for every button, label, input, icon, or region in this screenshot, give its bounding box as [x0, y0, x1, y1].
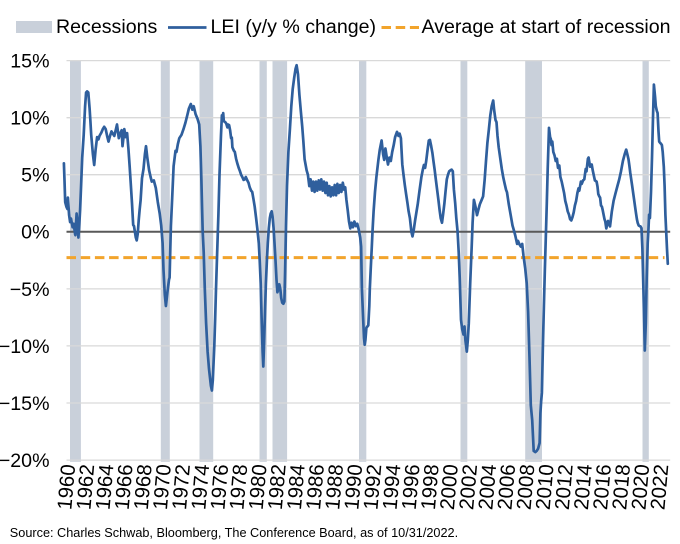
svg-text:1982: 1982	[264, 463, 291, 510]
svg-text:−10%: −10%	[0, 336, 50, 358]
svg-text:1992: 1992	[359, 463, 386, 510]
svg-text:15%: 15%	[10, 51, 49, 73]
svg-text:−5%: −5%	[10, 279, 50, 301]
svg-text:1972: 1972	[168, 463, 195, 510]
svg-text:−20%: −20%	[0, 450, 50, 472]
svg-text:1998: 1998	[417, 463, 444, 510]
svg-text:2002: 2002	[455, 463, 482, 510]
svg-text:1966: 1966	[111, 463, 138, 510]
svg-text:1988: 1988	[321, 463, 348, 510]
svg-text:2004: 2004	[474, 463, 501, 510]
svg-text:2012: 2012	[551, 463, 578, 510]
svg-text:1968: 1968	[130, 463, 157, 510]
svg-text:1994: 1994	[379, 463, 406, 510]
svg-text:0%: 0%	[21, 222, 49, 244]
svg-text:5%: 5%	[21, 165, 49, 187]
svg-text:1960: 1960	[53, 463, 80, 510]
svg-text:1980: 1980	[245, 463, 272, 510]
svg-text:1962: 1962	[72, 463, 99, 510]
svg-text:1978: 1978	[225, 463, 252, 510]
svg-text:1986: 1986	[302, 463, 329, 510]
svg-text:1984: 1984	[283, 463, 310, 510]
svg-text:2008: 2008	[513, 463, 540, 510]
svg-text:1964: 1964	[92, 463, 119, 510]
svg-text:2006: 2006	[493, 463, 520, 510]
svg-text:1990: 1990	[340, 463, 367, 510]
svg-text:Average at start of recession: Average at start of recession	[422, 16, 671, 38]
svg-text:1970: 1970	[149, 463, 176, 510]
svg-text:−15%: −15%	[0, 393, 50, 415]
svg-text:1996: 1996	[398, 463, 425, 510]
svg-text:2022: 2022	[646, 463, 673, 510]
svg-text:2014: 2014	[570, 463, 597, 510]
svg-text:LEI (y/y % change): LEI (y/y % change)	[211, 16, 377, 38]
svg-text:1974: 1974	[187, 463, 214, 510]
svg-text:Recessions: Recessions	[56, 16, 157, 38]
svg-text:2000: 2000	[436, 463, 463, 510]
svg-text:2018: 2018	[608, 463, 635, 510]
svg-text:10%: 10%	[10, 108, 49, 130]
svg-text:1976: 1976	[206, 463, 233, 510]
svg-text:2010: 2010	[532, 463, 559, 510]
svg-text:2020: 2020	[627, 463, 654, 510]
svg-text:Source: Charles Schwab, Bloomb: Source: Charles Schwab, Bloomberg, The C…	[10, 526, 458, 540]
svg-text:2016: 2016	[589, 463, 616, 510]
